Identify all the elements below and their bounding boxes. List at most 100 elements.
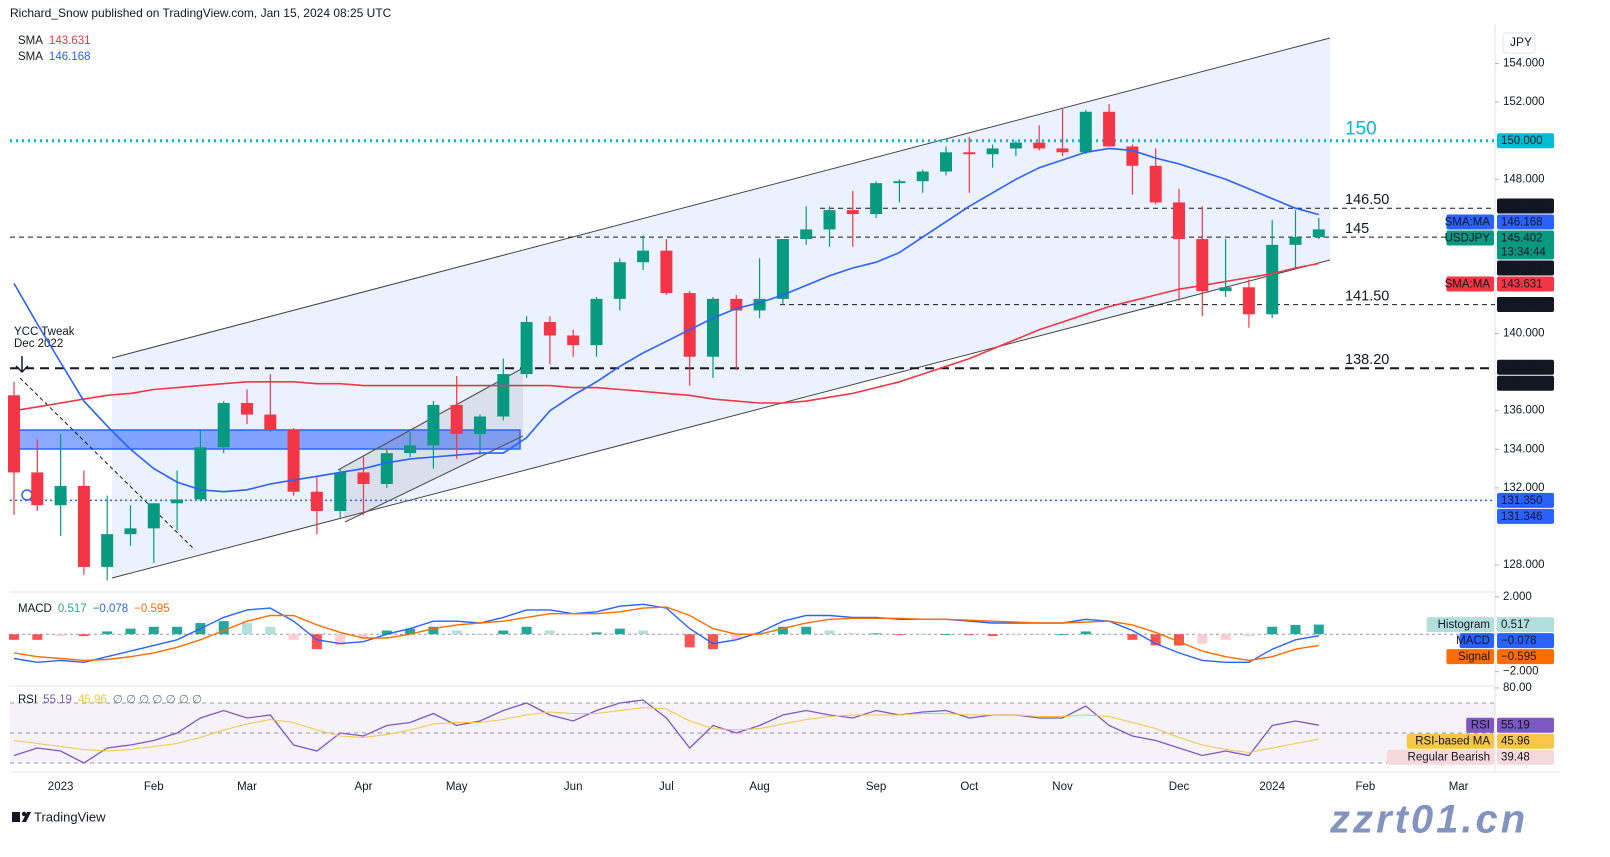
histogram-bar	[591, 632, 602, 635]
sma-line	[13, 262, 1319, 412]
histogram-bar	[125, 628, 136, 635]
x-tick-label: Mar	[1449, 781, 1469, 793]
price-box-title-bg	[1406, 733, 1494, 749]
candle-body	[241, 403, 253, 415]
legend-name: SMA	[18, 35, 43, 47]
legend-value: 55.19	[43, 694, 72, 706]
histogram-bar	[55, 634, 66, 637]
price-box	[1497, 230, 1554, 260]
candle-body	[753, 298, 766, 311]
histogram-bar	[1150, 634, 1161, 646]
histogram-bar	[684, 634, 695, 648]
histogram-bar	[1080, 631, 1091, 635]
level-label: 138.20	[1345, 352, 1389, 368]
candle-body	[707, 298, 719, 357]
price-box-title: SMA:MA	[1445, 278, 1491, 290]
brand: TradingView	[34, 809, 106, 824]
candle-body	[1219, 287, 1232, 292]
y-tick-label: 140.000	[1503, 328, 1545, 340]
price-box-value: 45.96	[1501, 736, 1530, 748]
candle-body	[497, 374, 510, 417]
footer: TradingView	[12, 809, 106, 824]
candle-body	[1009, 142, 1022, 149]
histogram-bar	[405, 628, 416, 635]
price-box-value: −0.078	[1501, 635, 1537, 647]
histogram-bar	[1104, 634, 1115, 636]
legend-value: −0.078	[93, 603, 129, 615]
candle-body	[613, 262, 626, 299]
plot: 154.000 152.000 148.000 140.000 136.000 134.0…	[8, 35, 1554, 793]
macd-line	[13, 603, 1319, 664]
price-box	[1497, 133, 1554, 149]
histogram-bar	[614, 628, 625, 635]
x-tick-label: May	[446, 781, 468, 793]
histogram-bar	[754, 632, 765, 635]
price-box	[1497, 617, 1554, 633]
candle-body	[893, 181, 906, 184]
candle-body	[567, 335, 580, 346]
candle-body	[986, 148, 999, 155]
histogram-bar	[1034, 634, 1045, 636]
y-tick-label: 132.000	[1503, 482, 1545, 494]
candle-body	[147, 503, 160, 529]
price-box-title-bg	[1446, 214, 1494, 230]
histogram-bar	[9, 634, 19, 640]
price-box	[1497, 649, 1554, 665]
histogram-bar	[1313, 624, 1324, 635]
price-box-value: 150.000	[1501, 135, 1543, 147]
candle-body	[1056, 148, 1069, 153]
legend-value: 45.96	[78, 694, 107, 706]
histogram-bar	[1220, 634, 1231, 640]
candle-body	[1289, 237, 1302, 245]
currency: JPY	[1510, 35, 1532, 49]
price-box-title-bg	[1387, 749, 1494, 765]
histogram-bar	[102, 631, 113, 635]
candle-body	[800, 229, 813, 240]
histogram-bar	[1010, 634, 1021, 636]
histogram-bar	[218, 621, 229, 635]
price-box-title-bg	[1459, 633, 1494, 649]
sma-line	[13, 147, 1320, 493]
candle-body	[1266, 244, 1279, 315]
histogram-bar	[917, 634, 928, 636]
logo-mark	[12, 812, 20, 822]
histogram-bar	[941, 634, 951, 636]
annotation: YCC Tweak	[14, 326, 75, 338]
level-label: 150	[1345, 119, 1377, 140]
price-box-value: 141.508	[1501, 299, 1543, 311]
price-box-value: 146.618	[1501, 200, 1543, 212]
histogram-bar	[731, 634, 742, 640]
candle-body	[334, 472, 347, 511]
candle-body	[543, 322, 556, 336]
candle-body	[404, 445, 417, 454]
candle-body	[54, 485, 67, 506]
histogram-bar	[871, 633, 882, 635]
price-box-title: RSI	[1471, 720, 1490, 732]
histogram-bar	[311, 634, 322, 650]
price-box-title: SMA:MA	[1445, 216, 1491, 228]
x-tick-label: Nov	[1052, 781, 1073, 793]
candle-body	[520, 322, 533, 375]
histogram-bar	[358, 634, 369, 638]
byline: Richard_Snow published on TradingView.co…	[10, 6, 392, 20]
currency-box	[1502, 32, 1536, 54]
histogram-bar	[521, 626, 532, 635]
y-tick-label: 80.00	[1503, 682, 1532, 694]
price-box-title: MACD	[1456, 635, 1490, 647]
histogram-bar	[1243, 634, 1254, 637]
candle-body	[823, 210, 836, 230]
price-box-value: 0.517	[1501, 619, 1530, 631]
watermark: zzrt01.cn	[1329, 798, 1528, 842]
candle-body	[474, 416, 486, 434]
x-tick-label: Jul	[659, 781, 674, 793]
price-box	[1497, 359, 1554, 375]
histogram-bar	[894, 634, 905, 636]
x-tick-label: Jun	[564, 781, 583, 793]
histogram-bar	[544, 630, 555, 635]
candle-body	[217, 403, 230, 448]
histogram-bar	[661, 634, 672, 636]
candle-body	[590, 298, 603, 346]
price-box	[1497, 749, 1554, 765]
y-tick-label: −2.000	[1503, 666, 1539, 678]
